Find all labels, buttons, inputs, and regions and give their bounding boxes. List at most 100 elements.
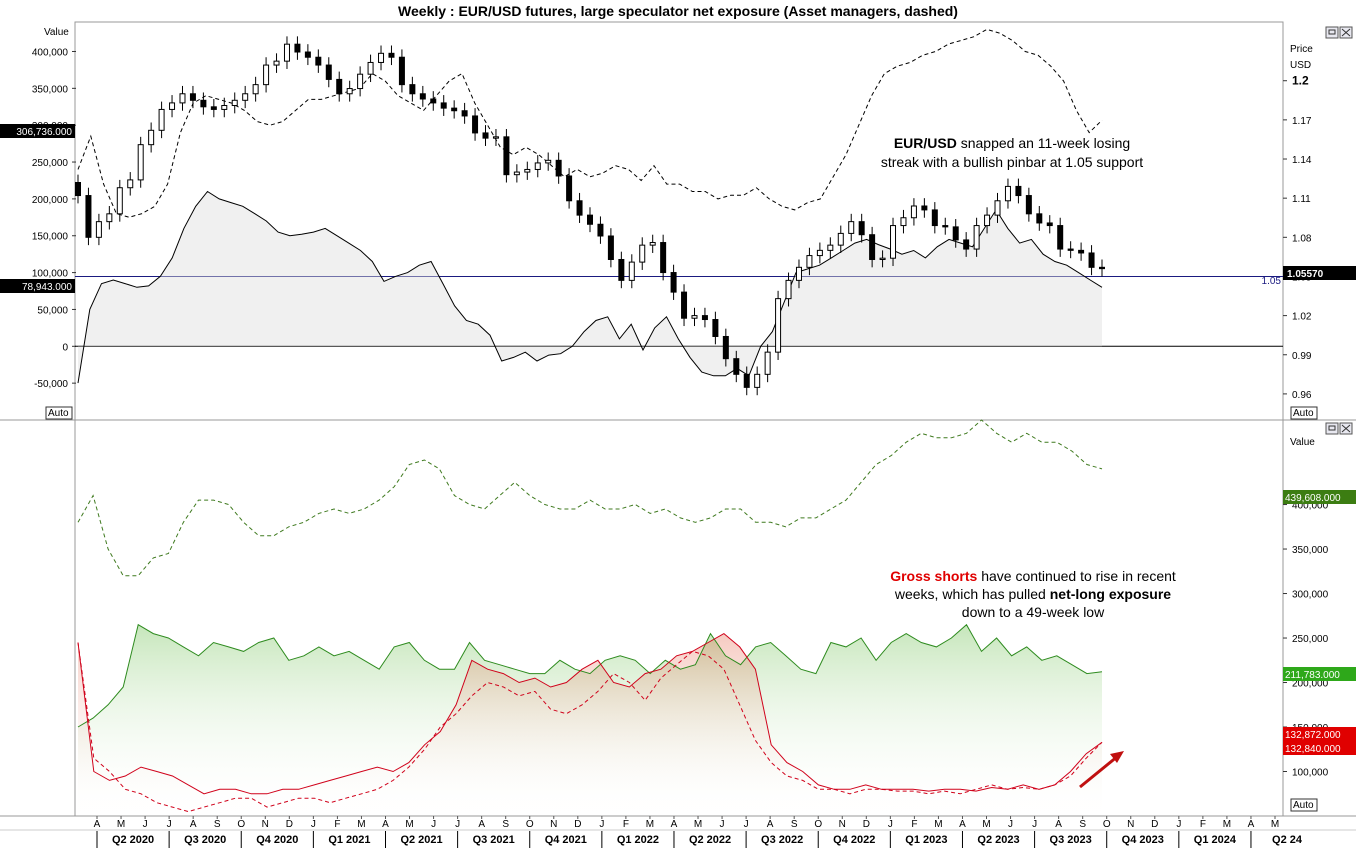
candle-body xyxy=(252,84,259,95)
top-annotation-line1: EUR/USD snapped an 11-week losing xyxy=(894,135,1130,151)
bottom-panel-close-icon[interactable] xyxy=(1339,422,1353,435)
top-right-axis-label-1: Price xyxy=(1290,44,1313,55)
candle-body xyxy=(712,319,719,337)
candle-body xyxy=(1046,222,1053,227)
month-label: A xyxy=(478,819,485,830)
candle-body xyxy=(890,225,897,259)
month-label: J xyxy=(431,819,436,830)
left-tick-label: 200,000 xyxy=(32,195,69,206)
price-badge: 1.05570 xyxy=(1287,269,1324,280)
bottom-tick-label: 100,000 xyxy=(1292,768,1329,779)
candle-body xyxy=(848,221,855,234)
candle-body xyxy=(775,298,782,353)
month-label: M xyxy=(405,819,413,830)
candle-body xyxy=(681,291,688,319)
candle-body xyxy=(346,88,353,95)
gross-shorts-area xyxy=(78,633,1102,816)
quarter-label: Q2 2021 xyxy=(400,834,442,846)
month-label: J xyxy=(1032,819,1037,830)
month-label: J xyxy=(888,819,893,830)
candle-body xyxy=(242,93,249,101)
candle-body xyxy=(1004,185,1011,202)
open-interest-line xyxy=(77,419,1103,577)
top-panel-close-icon[interactable] xyxy=(1339,26,1353,39)
candle-body xyxy=(451,107,458,112)
candle-body xyxy=(618,258,625,281)
quarter-label: Q1 2022 xyxy=(617,834,659,846)
month-label: F xyxy=(1200,819,1206,830)
candle-body xyxy=(85,195,92,238)
candle-body xyxy=(419,93,426,100)
candle-body xyxy=(75,182,81,197)
candle-body xyxy=(1078,249,1085,254)
shorts-badge-2: 132,840.000 xyxy=(1285,744,1341,755)
bottom-annotation-line2-a: weeks, which has pulled xyxy=(894,586,1050,602)
candle-body xyxy=(200,99,207,108)
month-label: M xyxy=(117,819,125,830)
month-label: S xyxy=(791,819,798,830)
candle-body xyxy=(398,56,405,86)
candle-body xyxy=(158,108,165,131)
bottom-annotation-line3: down to a 49-week low xyxy=(962,604,1105,620)
candle-body xyxy=(1036,213,1043,224)
left-tick-label: 400,000 xyxy=(32,47,69,58)
month-label: J xyxy=(143,819,148,830)
candle-body xyxy=(806,255,813,268)
month-label: J xyxy=(1176,819,1181,830)
auto-right-button[interactable] xyxy=(1290,406,1318,420)
candle-body xyxy=(1025,195,1032,215)
left-high-badge-bg xyxy=(0,124,75,138)
month-label: D xyxy=(574,819,581,830)
month-label: M xyxy=(934,819,942,830)
candle-body xyxy=(879,257,886,260)
candle-body xyxy=(106,213,113,223)
month-label: J xyxy=(744,819,749,830)
candle-body xyxy=(169,102,176,110)
month-label: A xyxy=(382,819,389,830)
month-label: S xyxy=(1079,819,1086,830)
month-label: O xyxy=(237,819,245,830)
auto-bottom-button[interactable] xyxy=(1290,798,1318,812)
left-low-badge: 78,943.000 xyxy=(22,282,72,293)
left-high-badge: 306,736.000 xyxy=(16,127,72,138)
right-tick-label: 0.96 xyxy=(1292,390,1312,401)
candle-body xyxy=(963,239,970,250)
candle-body xyxy=(973,225,980,250)
month-label: M xyxy=(694,819,702,830)
top-panel-minimize-icon[interactable] xyxy=(1325,26,1339,39)
top-annotation-line2: streak with a bullish pinbar at 1.05 sup… xyxy=(881,154,1143,170)
candle-body xyxy=(189,93,196,101)
right-tick-label: 1.08 xyxy=(1292,233,1312,244)
candle-body xyxy=(336,78,343,95)
month-label: J xyxy=(311,819,316,830)
left-low-badge-bg xyxy=(0,279,75,293)
gross-shorts-am-line xyxy=(77,642,1103,813)
candle-body xyxy=(900,217,907,227)
candle-body xyxy=(179,93,186,104)
green-badge-bg xyxy=(1283,490,1356,504)
shorts-badge-1: 132,872.000 xyxy=(1285,730,1341,741)
bottom-annotation-bold: net-long exposure xyxy=(1050,586,1172,602)
candle-body xyxy=(148,129,155,146)
auto-left-button[interactable] xyxy=(45,406,73,420)
left-tick-label: 50,000 xyxy=(37,305,68,316)
asset-managers-line xyxy=(77,28,1103,218)
candle-body xyxy=(701,315,708,321)
candle-body xyxy=(1099,266,1105,270)
quarter-label: Q3 2020 xyxy=(184,834,226,846)
candle-body xyxy=(409,84,416,95)
bottom-panel-minimize-icon[interactable] xyxy=(1325,422,1339,435)
candle-body xyxy=(357,73,364,90)
month-label: J xyxy=(455,819,460,830)
month-label: D xyxy=(1151,819,1158,830)
month-label: A xyxy=(959,819,966,830)
top-right-axis-label-2: USD xyxy=(1290,60,1311,71)
candle-body xyxy=(931,209,938,227)
candle-body xyxy=(263,64,270,86)
month-label: M xyxy=(357,819,365,830)
candle-body xyxy=(785,279,792,300)
candle-body xyxy=(827,244,834,251)
candle-body xyxy=(942,225,949,228)
month-label: D xyxy=(863,819,870,830)
candle-body xyxy=(95,221,102,238)
